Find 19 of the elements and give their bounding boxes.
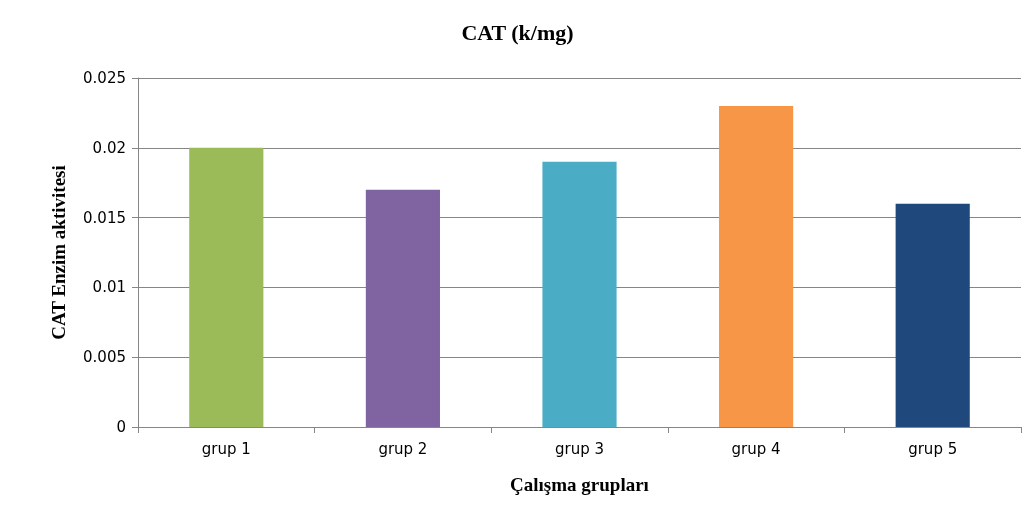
x-tick-label: grup 5: [908, 439, 958, 458]
y-tick-label: 0.02: [92, 138, 126, 157]
y-axis-title: CAT Enzim aktivitesi: [48, 165, 69, 340]
y-tick-label: 0.025: [83, 69, 126, 87]
y-tick-label: 0: [116, 418, 126, 436]
bar: [365, 189, 440, 427]
x-tick-label: grup 3: [554, 439, 605, 458]
x-axis-title: Çalışma grupları: [510, 474, 649, 495]
x-tick-label: grup 2: [378, 439, 428, 458]
y-tick-label: 0.015: [83, 208, 126, 227]
bar: [895, 203, 970, 427]
bar: [542, 161, 617, 427]
y-tick-label: 0.01: [92, 278, 126, 297]
x-tick-label: grup 1: [201, 439, 251, 458]
bar: [189, 147, 264, 427]
y-tick-label: 0.005: [83, 348, 126, 367]
bar: [719, 105, 794, 427]
x-tick-label: grup 4: [731, 439, 781, 458]
chart-title: CAT (k/mg): [461, 19, 574, 45]
